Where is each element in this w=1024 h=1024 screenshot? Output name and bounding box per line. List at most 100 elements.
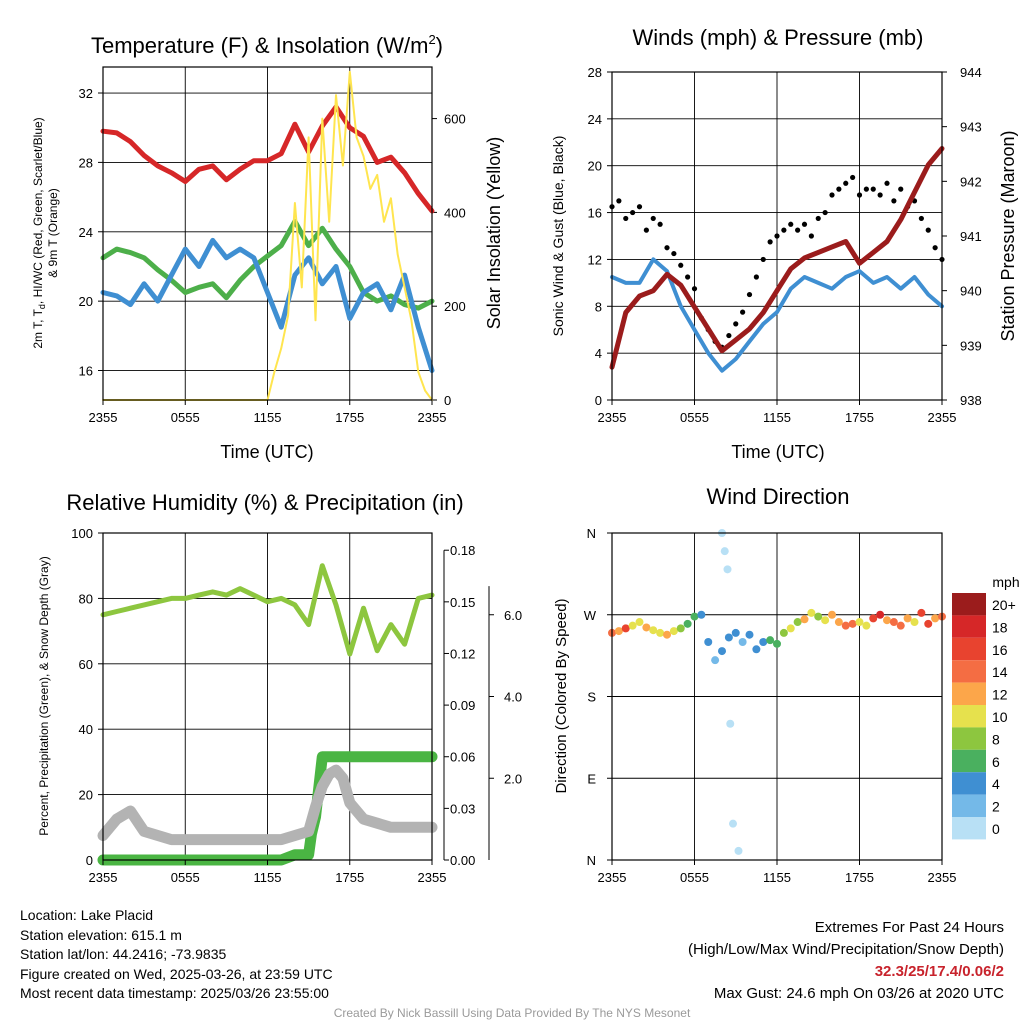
colorbar-label: 0 <box>992 821 1000 837</box>
gust-point <box>650 215 656 222</box>
gust-point <box>918 215 924 222</box>
colorbar-swatch <box>952 660 986 683</box>
x-tick-label: 0555 <box>171 410 200 425</box>
direction-point <box>683 619 692 628</box>
x-tick-label: 1155 <box>254 410 282 425</box>
y-left-tick-label: 32 <box>79 86 93 101</box>
x-tick-label: 2355 <box>928 870 957 885</box>
gust-point <box>623 215 629 222</box>
y-right-tick-label: 941 <box>960 229 982 244</box>
direction-point <box>621 624 630 633</box>
gust-point <box>795 227 801 233</box>
direction-point <box>766 636 775 645</box>
y-right-tick-label: 0.18 <box>450 543 475 558</box>
direction-point <box>704 638 713 646</box>
station-elevation: Station elevation: 615.1 m <box>20 926 182 943</box>
x-tick-label: 2355 <box>598 870 627 885</box>
y-left-tick-label: 60 <box>79 657 93 672</box>
colorbar-swatch <box>952 615 986 638</box>
colorbar-label: 12 <box>992 687 1008 703</box>
direction-point <box>848 619 857 628</box>
direction-point <box>635 618 644 627</box>
gust-point <box>630 209 636 216</box>
direction-point <box>855 618 864 627</box>
y-right-tick-label: 600 <box>444 112 466 127</box>
direction-point <box>862 621 871 630</box>
y-right-tick-label: 0.15 <box>450 595 475 610</box>
gust-point <box>643 227 649 233</box>
direction-point <box>876 610 885 619</box>
x-tick-label: 0555 <box>680 870 709 885</box>
gust-point <box>863 186 869 192</box>
direction-point <box>931 614 940 623</box>
direction-point <box>841 621 850 630</box>
gust-point <box>884 180 890 186</box>
direction-tick-label: S <box>587 690 596 705</box>
x-tick-label: 1155 <box>763 410 791 425</box>
x-tick-label: 2355 <box>89 870 118 885</box>
temperature-y-right-label: Solar Insolation (Yellow) <box>484 137 504 329</box>
max-gust: Max Gust: 24.6 mph On 03/26 at 2020 UTC <box>713 985 1004 1002</box>
y-left-tick-label: 24 <box>588 112 602 127</box>
x-tick-label: 2355 <box>89 410 118 425</box>
y-right-tick-label: 944 <box>960 65 982 80</box>
direction-point <box>828 610 836 619</box>
y-right-tick-label: 938 <box>960 393 982 408</box>
gust-point <box>829 192 835 198</box>
direction-point <box>869 614 878 623</box>
y-left-tick-label: 16 <box>588 206 602 221</box>
direction-tick-label: E <box>587 771 596 786</box>
y-right-tick-label: 400 <box>444 205 466 220</box>
direction-point <box>814 612 823 621</box>
y-right-tick-label: 943 <box>960 120 982 135</box>
humidity-title: Relative Humidity (%) & Precipitation (i… <box>66 490 463 515</box>
winds-y-right-label: Station Pressure (Maroon) <box>998 130 1018 341</box>
gust-point <box>691 286 698 292</box>
temperature-series-0 <box>100 104 435 214</box>
gust-point <box>616 198 622 204</box>
direction-point <box>614 627 623 636</box>
direction-point <box>656 628 665 637</box>
x-tick-label: 1155 <box>254 870 282 885</box>
x-tick-label: 2355 <box>598 410 627 425</box>
direction-point <box>793 618 802 627</box>
direction-point <box>711 656 720 665</box>
gust-point <box>774 233 780 239</box>
x-tick-label: 0555 <box>171 870 200 885</box>
station-location: Location: Lake Placid <box>20 907 154 923</box>
y-left-tick-label: 20 <box>588 159 602 174</box>
gust-point <box>685 274 691 280</box>
y-right-tick-label: 200 <box>444 299 466 314</box>
direction-point <box>731 628 740 637</box>
temperature-x-label: Time (UTC) <box>220 442 313 462</box>
x-tick-label: 1755 <box>845 870 874 885</box>
y-left-tick-label: 28 <box>79 155 93 170</box>
y-left-tick-label: 16 <box>79 364 93 379</box>
gust-point <box>877 192 883 198</box>
colorbar-title: mph <box>992 574 1019 590</box>
gust-point <box>753 274 759 280</box>
gust-point <box>671 250 677 257</box>
gust-point <box>657 221 663 227</box>
winds-title: Winds (mph) & Pressure (mb) <box>633 25 924 50</box>
gust-point <box>746 291 753 298</box>
x-tick-label: 1755 <box>335 870 364 885</box>
colorbar-label: 8 <box>992 731 1000 747</box>
colorbar-swatch <box>952 705 986 728</box>
direction-point <box>807 608 816 617</box>
y-left-tick-label: 80 <box>79 591 93 606</box>
colorbar-label: 16 <box>992 642 1008 658</box>
gust-point <box>925 227 931 233</box>
x-tick-label: 0555 <box>680 410 709 425</box>
y-left-tick-label: 4 <box>595 346 602 361</box>
colorbar-swatch <box>952 772 986 795</box>
direction-point <box>723 565 732 574</box>
colorbar-swatch <box>952 817 986 840</box>
gust-point <box>822 209 828 216</box>
y-right-tick-label: 0.06 <box>450 750 475 765</box>
winds-y-label: Sonic Wind & Gust (Blue, Black) <box>550 136 566 337</box>
y-right-tick-label: 0 <box>444 393 451 408</box>
y-left-tick-label: 100 <box>71 526 93 541</box>
y-left-tick-label: 28 <box>588 65 602 80</box>
